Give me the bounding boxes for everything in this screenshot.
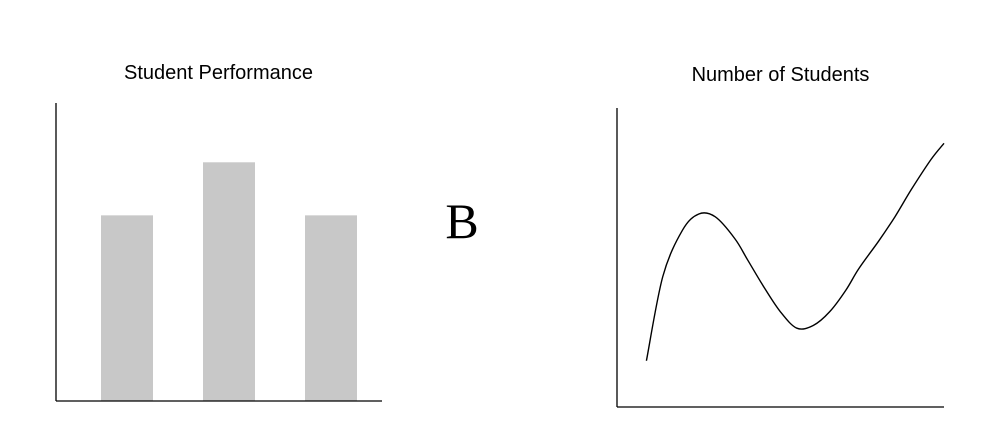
line-chart-title: Number of Students <box>691 64 870 86</box>
bar-chart-title: Student Performance <box>124 62 313 84</box>
panel-label: B <box>445 193 479 249</box>
bar <box>101 215 153 401</box>
series-line <box>645 142 945 361</box>
bar <box>305 215 357 401</box>
bar <box>203 162 255 401</box>
